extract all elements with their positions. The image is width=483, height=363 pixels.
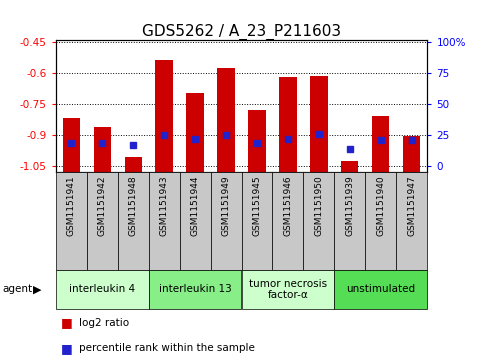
Text: GSM1151940: GSM1151940 [376,175,385,236]
Bar [217,68,235,172]
Text: percentile rank within the sample: percentile rank within the sample [79,343,255,353]
Bar [334,270,427,309]
Bar [272,172,303,270]
Text: GSM1151946: GSM1151946 [284,175,293,236]
Text: unstimulated: unstimulated [346,285,415,294]
Bar [117,172,149,270]
Text: GSM1151943: GSM1151943 [159,175,169,236]
Bar [56,172,86,270]
Bar [149,172,180,270]
Text: log2 ratio: log2 ratio [79,318,129,328]
Bar [156,60,172,172]
Text: ■: ■ [60,316,72,329]
Text: GSM1151945: GSM1151945 [253,175,261,236]
Bar [303,172,334,270]
Bar [280,77,297,172]
Bar [125,157,142,172]
Text: interleukin 13: interleukin 13 [158,285,231,294]
Text: GSM1151942: GSM1151942 [98,175,107,236]
Bar [180,172,211,270]
Text: tumor necrosis
factor-α: tumor necrosis factor-α [249,279,327,300]
Bar [186,93,203,172]
Text: GSM1151941: GSM1151941 [67,175,75,236]
Bar [248,110,266,172]
Bar [56,270,149,309]
Bar [211,172,242,270]
Text: interleukin 4: interleukin 4 [69,285,135,294]
Text: ▶: ▶ [33,285,42,294]
Bar [242,172,272,270]
Bar [149,270,242,309]
Bar [334,172,366,270]
Text: GSM1151944: GSM1151944 [190,175,199,236]
Bar [242,270,334,309]
Text: GSM1151949: GSM1151949 [222,175,230,236]
Bar [86,172,117,270]
Bar [403,136,421,172]
Bar [62,118,80,172]
Text: GSM1151950: GSM1151950 [314,175,324,236]
Bar [372,116,389,172]
Bar [366,172,397,270]
Bar [311,76,327,172]
Bar [94,127,111,172]
Bar [341,161,358,172]
Text: GSM1151948: GSM1151948 [128,175,138,236]
Text: GSM1151947: GSM1151947 [408,175,416,236]
Text: GSM1151939: GSM1151939 [345,175,355,236]
Text: ■: ■ [60,342,72,355]
Bar [397,172,427,270]
Title: GDS5262 / A_23_P211603: GDS5262 / A_23_P211603 [142,24,341,40]
Text: agent: agent [2,285,32,294]
